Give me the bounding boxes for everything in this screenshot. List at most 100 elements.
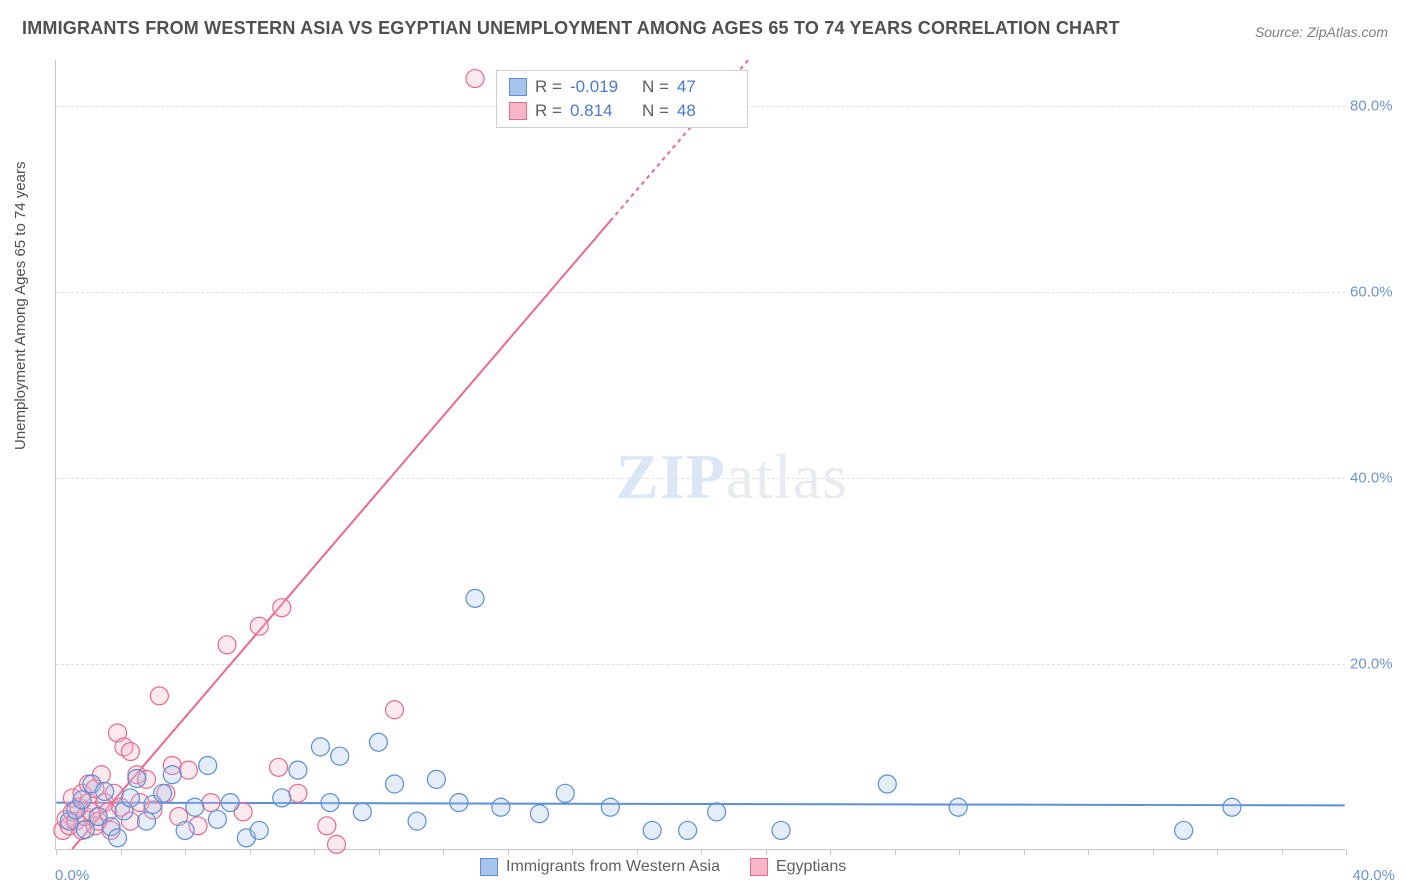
- data-point: [708, 803, 726, 821]
- data-point: [321, 794, 339, 812]
- swatch-pink-icon: [509, 102, 527, 120]
- data-point: [186, 798, 204, 816]
- x-tick: [895, 849, 896, 855]
- data-point: [386, 701, 404, 719]
- swatch-pink-icon: [750, 858, 768, 876]
- chart-container: Unemployment Among Ages 65 to 74 years Z…: [0, 50, 1406, 892]
- swatch-blue-icon: [509, 78, 527, 96]
- data-point: [311, 738, 329, 756]
- series-legend: Immigrants from Western Asia Egyptians: [480, 858, 846, 876]
- data-point: [369, 733, 387, 751]
- data-point: [218, 636, 236, 654]
- x-tick: [250, 849, 251, 855]
- data-point: [273, 599, 291, 617]
- r-label: R =: [535, 77, 562, 97]
- n-value-blue: 47: [677, 77, 735, 97]
- swatch-blue-icon: [480, 858, 498, 876]
- data-point: [221, 794, 239, 812]
- x-tick: [1217, 849, 1218, 855]
- x-tick: [1088, 849, 1089, 855]
- legend-row-blue: R = -0.019 N = 47: [509, 75, 735, 99]
- data-point: [1175, 821, 1193, 839]
- data-point: [270, 758, 288, 776]
- r-label: R =: [535, 101, 562, 121]
- data-point: [492, 798, 510, 816]
- data-point: [73, 791, 91, 809]
- r-value-blue: -0.019: [570, 77, 628, 97]
- scatter-svg: [56, 60, 1345, 849]
- data-point: [878, 775, 896, 793]
- n-label: N =: [642, 77, 669, 97]
- data-point: [250, 821, 268, 839]
- data-point: [154, 784, 172, 802]
- data-point: [121, 743, 139, 761]
- data-point: [96, 782, 114, 800]
- x-tick: [314, 849, 315, 855]
- x-tick: [185, 849, 186, 855]
- data-point: [601, 798, 619, 816]
- x-min-label: 0.0%: [55, 867, 89, 884]
- x-tick: [572, 849, 573, 855]
- legend-label-pink: Egyptians: [776, 858, 846, 876]
- data-point: [328, 835, 346, 853]
- data-point: [772, 821, 790, 839]
- x-tick: [121, 849, 122, 855]
- y-tick-label: 40.0%: [1350, 470, 1405, 487]
- data-point: [176, 821, 194, 839]
- data-point: [121, 789, 139, 807]
- x-tick: [508, 849, 509, 855]
- y-tick-label: 60.0%: [1350, 284, 1405, 301]
- legend-item-pink: Egyptians: [750, 858, 846, 876]
- x-tick: [443, 849, 444, 855]
- r-value-pink: 0.814: [570, 101, 628, 121]
- data-point: [679, 821, 697, 839]
- y-tick-label: 20.0%: [1350, 656, 1405, 673]
- x-tick: [1024, 849, 1025, 855]
- data-point: [949, 798, 967, 816]
- x-tick: [56, 849, 57, 855]
- chart-title: IMMIGRANTS FROM WESTERN ASIA VS EGYPTIAN…: [22, 18, 1120, 39]
- data-point: [408, 812, 426, 830]
- x-tick: [1282, 849, 1283, 855]
- legend-row-pink: R = 0.814 N = 48: [509, 99, 735, 123]
- plot-area: ZIPatlas R = -0.019 N = 47 R = 0.814 N =…: [55, 60, 1345, 850]
- n-value-pink: 48: [677, 101, 735, 121]
- legend-item-blue: Immigrants from Western Asia: [480, 858, 720, 876]
- data-point: [109, 829, 127, 847]
- correlation-legend: R = -0.019 N = 47 R = 0.814 N = 48: [496, 70, 748, 128]
- x-tick: [701, 849, 702, 855]
- data-point: [530, 805, 548, 823]
- data-point: [427, 770, 445, 788]
- source-attribution: Source: ZipAtlas.com: [1255, 24, 1388, 40]
- data-point: [289, 784, 307, 802]
- data-point: [466, 70, 484, 88]
- data-point: [163, 766, 181, 784]
- data-point: [331, 747, 349, 765]
- data-point: [289, 761, 307, 779]
- data-point: [150, 687, 168, 705]
- data-point: [386, 775, 404, 793]
- data-point: [208, 810, 226, 828]
- x-tick: [1346, 849, 1347, 855]
- data-point: [643, 821, 661, 839]
- data-point: [179, 761, 197, 779]
- data-point: [556, 784, 574, 802]
- x-tick: [1153, 849, 1154, 855]
- data-point: [250, 617, 268, 635]
- x-tick: [830, 849, 831, 855]
- data-point: [353, 803, 371, 821]
- legend-label-blue: Immigrants from Western Asia: [506, 858, 720, 876]
- x-tick: [959, 849, 960, 855]
- data-point: [138, 812, 156, 830]
- data-point: [1223, 798, 1241, 816]
- y-axis-label: Unemployment Among Ages 65 to 74 years: [12, 161, 29, 450]
- data-point: [202, 794, 220, 812]
- data-point: [273, 789, 291, 807]
- x-tick: [637, 849, 638, 855]
- data-point: [199, 756, 217, 774]
- data-point: [450, 794, 468, 812]
- n-label: N =: [642, 101, 669, 121]
- y-tick-label: 80.0%: [1350, 98, 1405, 115]
- x-tick: [379, 849, 380, 855]
- x-max-label: 40.0%: [1352, 867, 1395, 884]
